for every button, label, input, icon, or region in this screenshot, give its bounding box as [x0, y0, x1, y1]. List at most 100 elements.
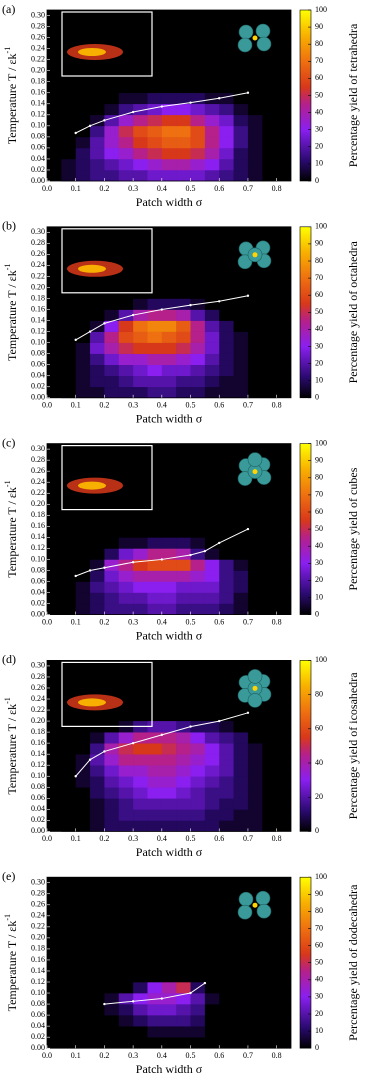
- heatmap-cell: [75, 298, 91, 310]
- heatmap-cell: [133, 386, 148, 399]
- heatmap-cell: [176, 169, 191, 182]
- boundary-point: [203, 549, 207, 553]
- boundary-point: [103, 1002, 106, 1006]
- y-tick-label: 0.00: [31, 609, 45, 618]
- heatmap-cell: [262, 386, 277, 399]
- heatmap-cell: [161, 103, 177, 116]
- y-axis-label-sup: -1: [3, 697, 12, 704]
- heatmap-cell: [61, 342, 77, 354]
- heatmap-cell: [247, 776, 263, 788]
- boundary-point: [88, 758, 92, 761]
- heatmap-cell: [161, 158, 177, 171]
- heatmap-cell: [61, 809, 77, 821]
- heatmap-cell: [204, 81, 220, 94]
- heatmap-cell: [247, 114, 263, 127]
- colorbar-tick-label: 40: [315, 975, 323, 984]
- boundary-point: [218, 97, 221, 100]
- heatmap-cell: [233, 1026, 249, 1038]
- panel: 0.000.020.040.060.080.100.120.140.160.18…: [2, 435, 360, 642]
- y-tick-label: 0.24: [31, 260, 45, 269]
- x-tick-label: 0.6: [214, 617, 224, 626]
- x-tick-label: 0.8: [272, 1051, 282, 1060]
- heatmap-cell: [161, 331, 177, 343]
- heatmap-cell: [118, 765, 134, 777]
- colorbar-tick-label: 30: [315, 125, 323, 134]
- heatmap-cell: [104, 81, 120, 94]
- heatmap-cell: [133, 776, 148, 788]
- heatmap-cell: [161, 353, 177, 366]
- heatmap-cell: [75, 798, 91, 810]
- heatmap-cell: [247, 103, 263, 116]
- heatmap-cell: [147, 114, 163, 127]
- heatmap-cell: [104, 125, 120, 138]
- y-tick-label: 0.20: [31, 282, 45, 291]
- colorbar-tick-label: 20: [315, 142, 323, 151]
- heatmap-cell: [90, 298, 105, 310]
- heatmap-cell: [118, 548, 134, 560]
- colorbar: [299, 660, 312, 832]
- heatmap-cell: [204, 136, 220, 149]
- cluster-patch: [252, 902, 258, 908]
- heatmap-cell: [204, 375, 220, 388]
- heatmap-cell: [161, 754, 177, 766]
- heatmap-cell: [247, 136, 263, 149]
- colorbar-tick-label: 60: [315, 290, 323, 299]
- y-axis-label-sup: -1: [3, 914, 12, 921]
- heatmap-cell: [233, 287, 249, 299]
- heatmap-cell: [233, 169, 249, 182]
- colorbar-tick-label: 40: [315, 107, 323, 116]
- heatmap-cell: [147, 1015, 163, 1027]
- heatmap-cell: [61, 959, 77, 972]
- heatmap-cell: [176, 754, 191, 766]
- y-tick-label: 0.04: [31, 804, 45, 813]
- heatmap-cell: [204, 820, 220, 832]
- colorbar-tick-label: 70: [315, 273, 323, 282]
- heatmap-cell: [233, 81, 249, 94]
- y-tick-label: 0.22: [31, 54, 45, 63]
- y-tick-label: 0.00: [31, 1043, 45, 1052]
- heatmap-cell: [161, 1015, 177, 1027]
- heatmap-cell: [133, 309, 148, 321]
- colorbar-tick-label: 20: [315, 1009, 323, 1018]
- heatmap-cell: [118, 1037, 134, 1049]
- panel: 0.000.020.040.060.080.100.120.140.160.18…: [2, 652, 360, 859]
- x-tick-label: 0.8: [272, 184, 282, 193]
- heatmap-cell: [75, 342, 91, 354]
- heatmap-cell: [161, 526, 177, 538]
- heatmap-cell: [147, 754, 163, 766]
- heatmap-cell: [204, 169, 220, 182]
- colorbar-label: Percentage yield of cubes: [346, 467, 360, 590]
- heatmap-cell: [118, 136, 134, 149]
- heatmap-cell: [104, 114, 120, 127]
- heatmap-cell: [233, 298, 249, 310]
- boundary-point: [131, 313, 135, 317]
- heatmap-cell: [219, 504, 234, 516]
- heatmap-cell: [233, 721, 249, 733]
- heatmap-cell: [133, 820, 148, 832]
- heatmap-cell: [190, 70, 206, 83]
- y-tick-label: 0.24: [31, 694, 45, 703]
- inset-blob: [78, 698, 106, 707]
- colorbar-tick-label: 20: [315, 792, 323, 801]
- cluster-sphere: [237, 37, 253, 53]
- x-tick-label: 0.6: [214, 834, 224, 843]
- heatmap-cell: [118, 798, 134, 810]
- panel-label: (c): [2, 435, 15, 449]
- heatmap-cell: [233, 309, 249, 321]
- heatmap-cell: [161, 342, 177, 354]
- heatmap-cell: [90, 743, 105, 755]
- y-tick-label: 0.20: [31, 66, 45, 75]
- heatmap-cell: [247, 548, 263, 560]
- heatmap-cell: [262, 1004, 277, 1016]
- heatmap-cell: [262, 776, 277, 788]
- heatmap-cell: [147, 287, 163, 299]
- heatmap-cell: [118, 537, 134, 549]
- heatmap-cell: [176, 559, 191, 571]
- heatmap-cell: [118, 298, 134, 310]
- heatmap-cell: [147, 92, 163, 105]
- heatmap-cell: [75, 375, 91, 388]
- heatmap-cell: [118, 592, 134, 604]
- boundary-point: [74, 338, 77, 342]
- heatmap-cell: [190, 937, 206, 950]
- x-tick-label: 0.1: [71, 184, 81, 193]
